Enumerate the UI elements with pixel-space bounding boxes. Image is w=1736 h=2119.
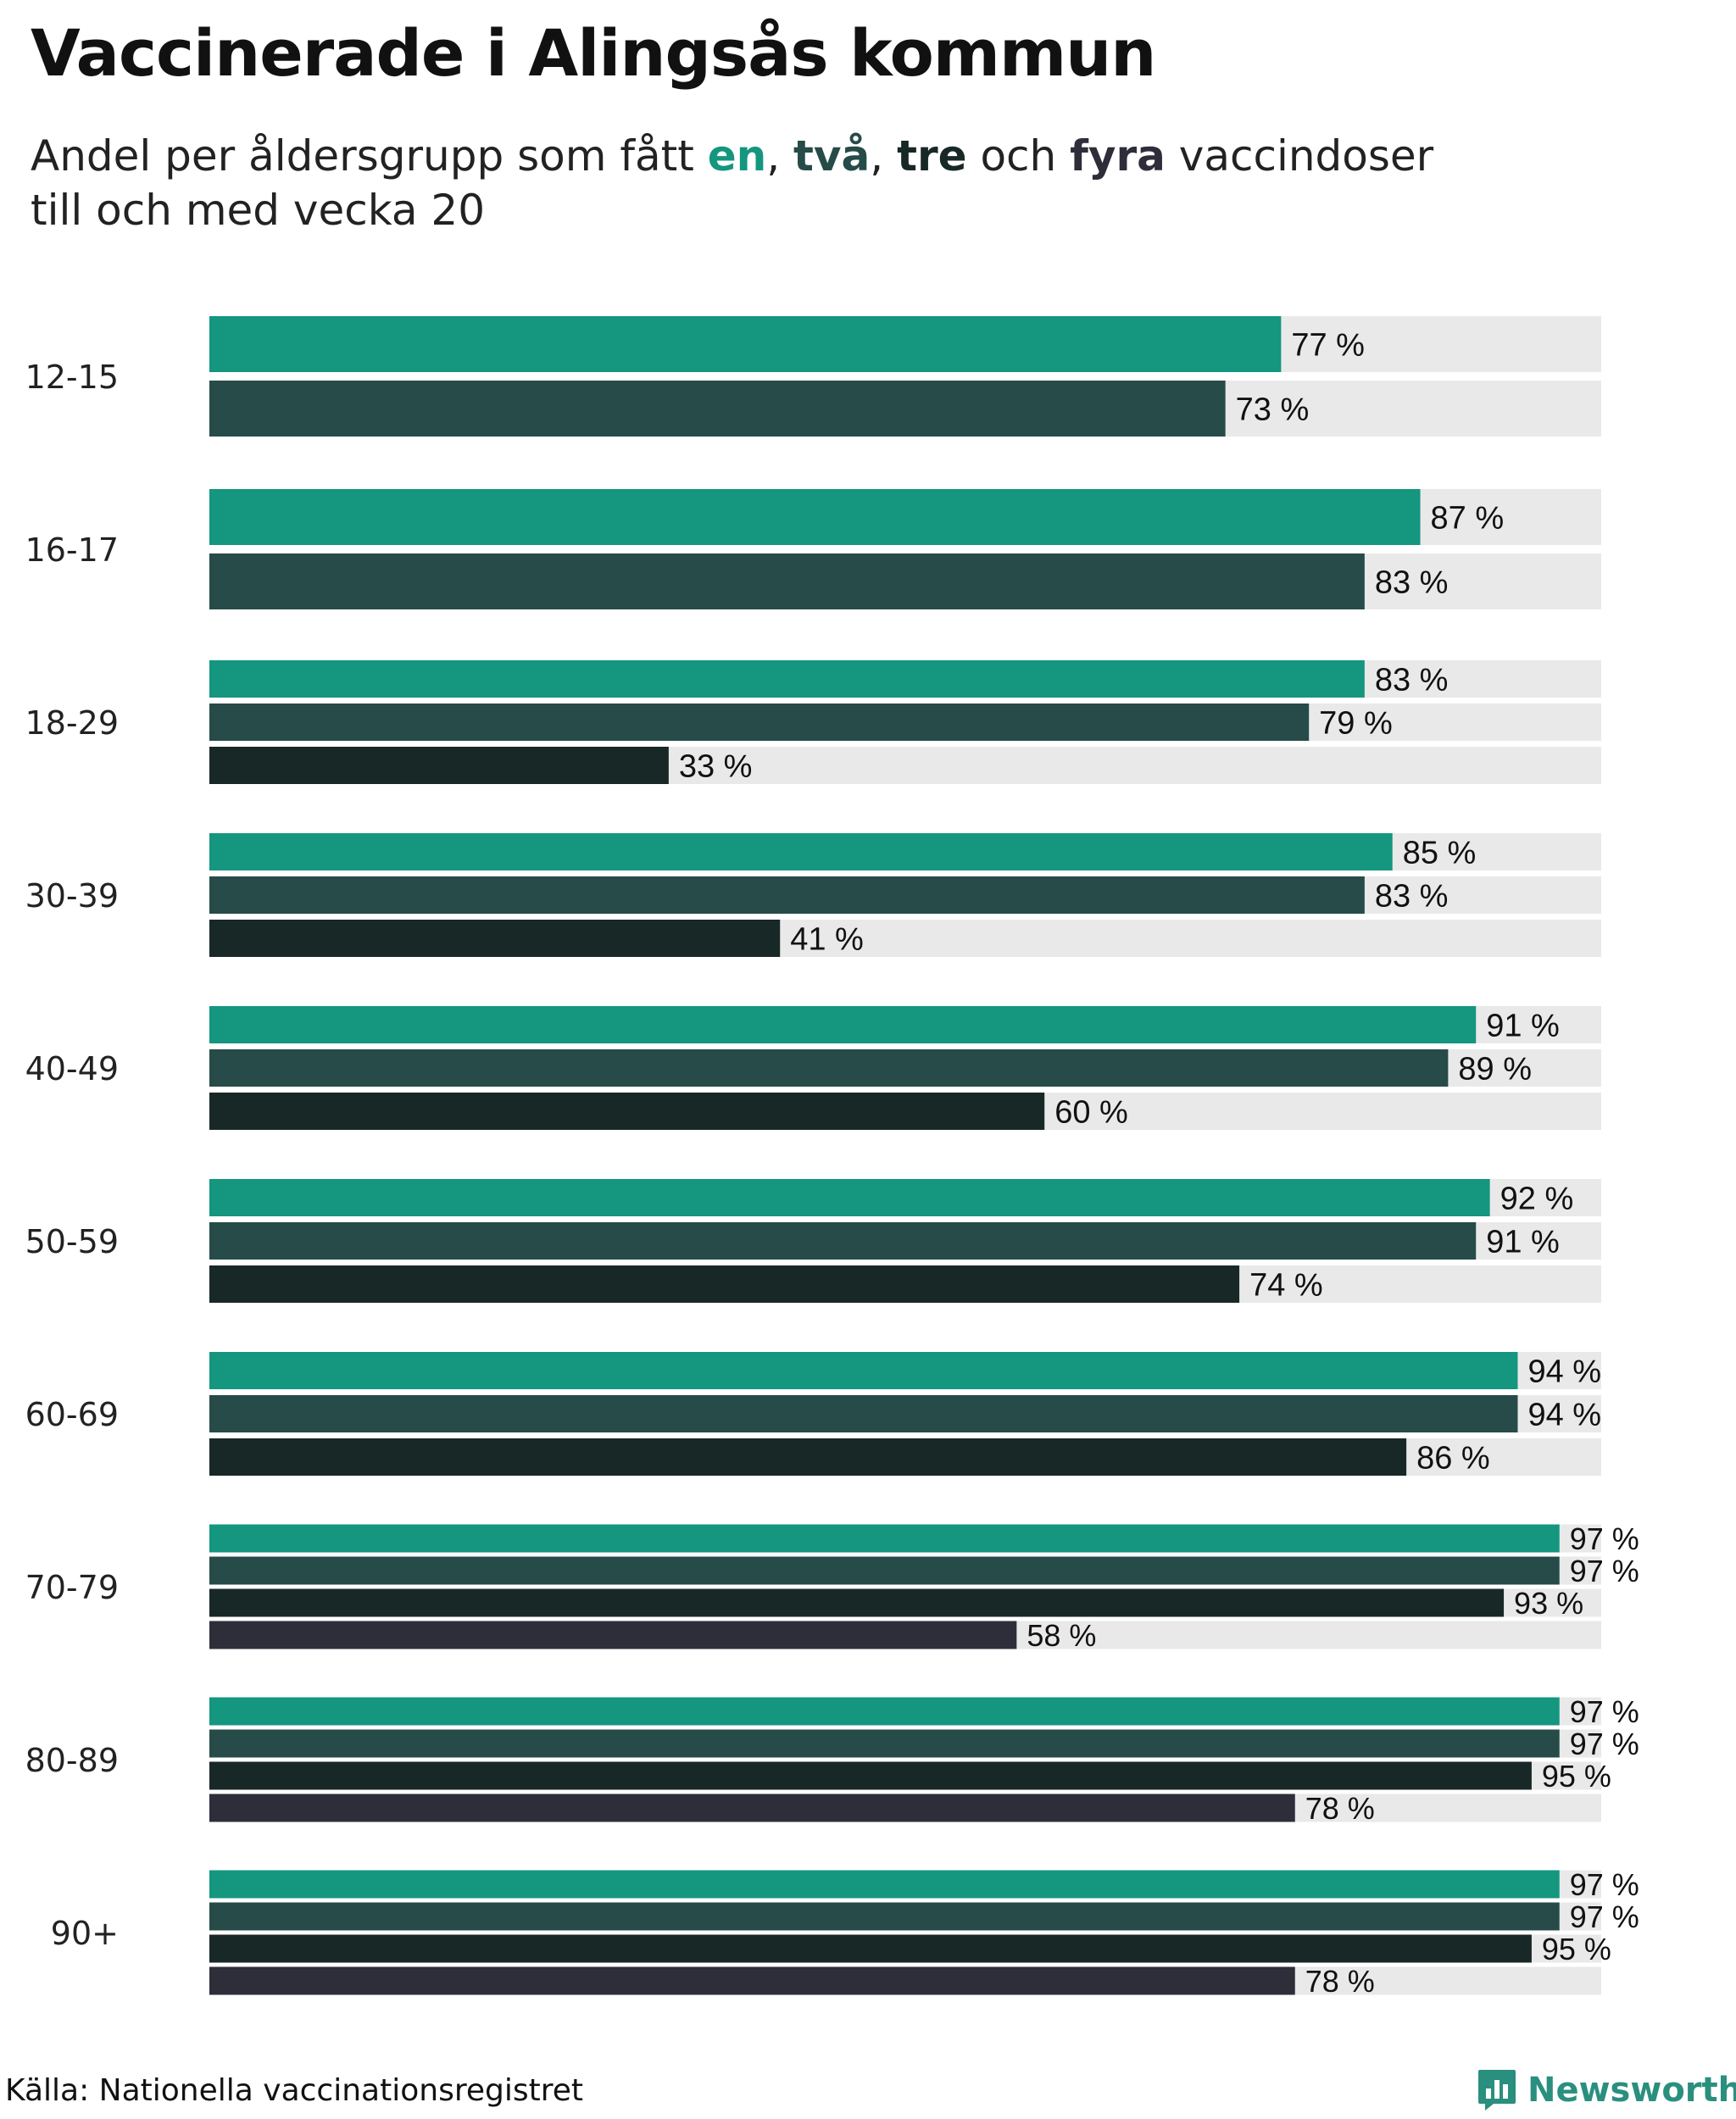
bar-en bbox=[209, 833, 1393, 870]
value-label: 73 % bbox=[1236, 392, 1310, 428]
bar-två bbox=[209, 1395, 1518, 1432]
legend-key-tre: tre bbox=[897, 131, 967, 181]
bar-en bbox=[209, 1179, 1490, 1216]
bar-en bbox=[209, 1352, 1518, 1389]
value-label: 74 % bbox=[1249, 1268, 1323, 1304]
value-label: 97 % bbox=[1570, 1727, 1639, 1761]
value-label: 94 % bbox=[1527, 1354, 1601, 1390]
subtitle-line-1: Andel per åldersgrupp som fått en, två, … bbox=[31, 129, 1433, 183]
bar-två bbox=[209, 704, 1310, 741]
value-label: 91 % bbox=[1486, 1225, 1560, 1260]
bar-tre bbox=[209, 747, 669, 784]
bar-två bbox=[209, 381, 1226, 437]
value-label: 78 % bbox=[1305, 1964, 1375, 1999]
value-label: 33 % bbox=[679, 749, 753, 785]
value-label: 58 % bbox=[1027, 1618, 1096, 1653]
bar-tre bbox=[209, 1934, 1532, 1963]
category-label: 60-69 bbox=[25, 1396, 119, 1433]
value-label: 97 % bbox=[1570, 1554, 1639, 1588]
value-label: 92 % bbox=[1500, 1182, 1574, 1217]
bar-en bbox=[209, 1697, 1560, 1726]
bar-en bbox=[209, 1006, 1477, 1043]
value-label: 87 % bbox=[1431, 501, 1505, 537]
bar-tre bbox=[209, 1588, 1505, 1617]
bar-fyra bbox=[209, 1794, 1295, 1822]
category-label: 90+ bbox=[51, 1915, 119, 1952]
subtitle-separator: , bbox=[766, 131, 794, 181]
bar-två bbox=[209, 1902, 1560, 1931]
value-label: 83 % bbox=[1375, 663, 1449, 698]
brand-name: Newsworthy bbox=[1527, 2071, 1736, 2110]
bar-tre bbox=[209, 1438, 1407, 1476]
value-label: 95 % bbox=[1542, 1759, 1611, 1794]
subtitle-separator: , bbox=[870, 131, 898, 181]
category-label: 70-79 bbox=[25, 1569, 119, 1606]
newsworthy-icon bbox=[1478, 2070, 1516, 2111]
bar-två bbox=[209, 876, 1365, 914]
bar-en bbox=[209, 660, 1365, 698]
subtitle-text-end: vaccindoser bbox=[1165, 131, 1434, 181]
value-label: 89 % bbox=[1458, 1052, 1532, 1087]
bar-tre bbox=[209, 920, 781, 957]
value-label: 95 % bbox=[1542, 1932, 1611, 1966]
chart-title: Vaccinerade i Alingsås kommun bbox=[31, 15, 1156, 91]
chart-subtitle: Andel per åldersgrupp som fått en, två, … bbox=[31, 129, 1433, 237]
bar-två bbox=[209, 1049, 1449, 1087]
subtitle-line-2: till och med vecka 20 bbox=[31, 186, 486, 235]
legend-key-fyra: fyra bbox=[1070, 131, 1166, 181]
bar-en bbox=[209, 489, 1421, 545]
value-label: 60 % bbox=[1054, 1095, 1128, 1131]
value-label: 79 % bbox=[1319, 706, 1393, 742]
bar-en bbox=[209, 1870, 1560, 1899]
brand-logo: Newsworthy bbox=[1477, 2066, 1736, 2114]
value-label: 85 % bbox=[1403, 836, 1477, 871]
bar-fyra bbox=[209, 1621, 1017, 1649]
value-label: 78 % bbox=[1305, 1791, 1375, 1826]
bar-tre bbox=[209, 1265, 1240, 1303]
bar-två bbox=[209, 553, 1365, 609]
value-label: 97 % bbox=[1570, 1694, 1639, 1729]
value-label: 94 % bbox=[1527, 1398, 1601, 1433]
legend-key-tva: två bbox=[793, 131, 871, 181]
category-label: 12-15 bbox=[25, 359, 119, 396]
value-label: 97 % bbox=[1570, 1521, 1639, 1556]
bar-en bbox=[209, 1524, 1560, 1553]
value-label: 97 % bbox=[1570, 1867, 1639, 1902]
subtitle-text: Andel per åldersgrupp som fått bbox=[31, 131, 708, 181]
value-label: 77 % bbox=[1291, 328, 1365, 364]
value-label: 83 % bbox=[1375, 879, 1449, 915]
bar-två bbox=[209, 1556, 1560, 1585]
value-label: 97 % bbox=[1570, 1899, 1639, 1934]
category-label: 18-29 bbox=[25, 704, 119, 742]
category-label: 16-17 bbox=[25, 531, 119, 569]
value-label: 91 % bbox=[1486, 1009, 1560, 1044]
bar-chart: 12-15 77 % 73 % 16-17 87 % 83 % 18-29 83 % 79 % 3… bbox=[25, 316, 1639, 1999]
bar-två bbox=[209, 1222, 1477, 1260]
category-label: 80-89 bbox=[25, 1742, 119, 1779]
legend-key-en: en bbox=[707, 131, 767, 181]
bar-fyra bbox=[209, 1966, 1295, 1995]
bar-två bbox=[209, 1729, 1560, 1758]
subtitle-separator: och bbox=[966, 131, 1071, 181]
value-label: 41 % bbox=[790, 922, 864, 958]
category-label: 50-59 bbox=[25, 1223, 119, 1260]
category-label: 40-49 bbox=[25, 1050, 119, 1087]
source-note: Källa: Nationella vaccinationsregistret bbox=[5, 2073, 583, 2108]
value-label: 93 % bbox=[1514, 1586, 1583, 1621]
value-label: 86 % bbox=[1416, 1441, 1490, 1477]
category-label: 30-39 bbox=[25, 877, 119, 915]
bar-en bbox=[209, 316, 1282, 372]
bar-tre bbox=[209, 1093, 1045, 1130]
bar-tre bbox=[209, 1761, 1532, 1790]
value-label: 83 % bbox=[1375, 565, 1449, 601]
